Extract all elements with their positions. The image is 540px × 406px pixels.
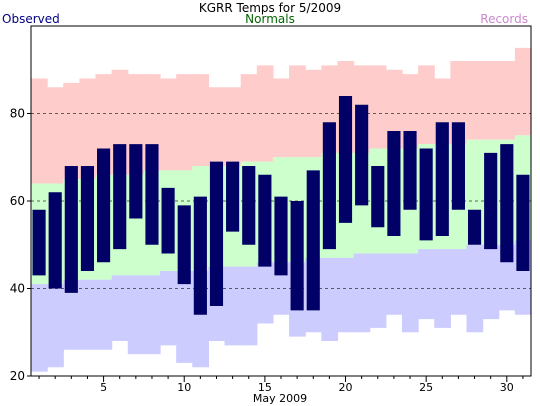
legend-normals: Normals xyxy=(245,12,295,26)
record-high-band xyxy=(514,47,532,136)
observed-bar xyxy=(338,96,353,223)
observed-bar xyxy=(113,144,127,250)
observed-bar xyxy=(32,209,46,276)
observed-bar xyxy=(242,166,256,245)
x-axis-label: May 2009 xyxy=(253,392,307,405)
record-low-band xyxy=(31,284,48,372)
record-high-band xyxy=(208,87,226,166)
observed-bar xyxy=(435,122,449,236)
observed-bar xyxy=(290,201,304,311)
legend-records: Records xyxy=(480,12,528,26)
record-low-band xyxy=(111,275,129,341)
observed-bar xyxy=(274,196,288,276)
observed-bar xyxy=(97,148,111,263)
x-tick-label: 25 xyxy=(419,381,433,394)
record-low-band xyxy=(434,249,451,328)
record-low-band xyxy=(143,275,161,355)
observed-bar xyxy=(306,170,320,311)
record-low-band xyxy=(353,253,371,333)
record-low-band xyxy=(401,253,419,333)
observed-bar xyxy=(48,192,62,289)
observed-bar xyxy=(177,205,191,285)
record-low-band xyxy=(240,266,258,346)
y-tick-label: 40 xyxy=(10,282,25,296)
legend-observed: Observed xyxy=(2,12,60,26)
record-low-band xyxy=(176,271,193,363)
record-high-band xyxy=(47,87,64,184)
observed-bar xyxy=(403,131,417,210)
observed-bar xyxy=(161,187,175,254)
record-low-band xyxy=(47,284,64,368)
record-low-band xyxy=(450,249,468,315)
record-low-band xyxy=(256,262,274,324)
record-low-band xyxy=(127,275,145,355)
record-low-band xyxy=(418,249,435,320)
record-high-band xyxy=(385,69,403,149)
observed-bar xyxy=(516,174,530,271)
record-high-band xyxy=(240,74,258,162)
record-high-band xyxy=(289,65,306,158)
y-tick-label: 80 xyxy=(10,107,25,121)
y-tick-label: 20 xyxy=(10,369,25,383)
observed-bar xyxy=(451,122,465,210)
record-high-band xyxy=(176,74,193,171)
observed-bar xyxy=(145,144,159,245)
observed-bar xyxy=(258,174,272,267)
record-high-band xyxy=(272,78,290,158)
observed-bar xyxy=(64,166,78,293)
x-tick-label: 20 xyxy=(339,381,353,394)
record-low-band xyxy=(337,257,355,333)
record-high-band xyxy=(224,87,242,166)
observed-bar xyxy=(500,144,514,263)
observed-bar xyxy=(209,161,224,306)
record-low-band xyxy=(160,271,177,346)
axes: 20 40 60 80 5 10 15 20 25 30 xyxy=(10,25,532,394)
record-high-band xyxy=(482,61,500,140)
observed-bar xyxy=(322,122,336,250)
observed-bar xyxy=(419,148,433,241)
record-low-band xyxy=(385,253,403,315)
x-tick-label: 5 xyxy=(100,381,107,394)
record-low-band xyxy=(224,266,242,346)
observed-bar xyxy=(129,144,143,219)
record-high-band xyxy=(498,61,516,140)
record-low-band xyxy=(482,244,500,320)
x-tick-label: 10 xyxy=(177,381,191,394)
x-tick-label: 15 xyxy=(258,381,272,394)
record-low-band xyxy=(466,244,484,333)
observed-bar xyxy=(80,166,95,271)
record-high-band xyxy=(192,74,210,166)
x-tick-label: 30 xyxy=(500,381,514,394)
record-low-band xyxy=(321,257,339,341)
record-low-band xyxy=(63,279,80,350)
observed-bar xyxy=(355,104,369,206)
observed-bar xyxy=(226,161,240,232)
record-low-band xyxy=(369,253,387,328)
observed-bar xyxy=(371,166,385,228)
observed-bar xyxy=(484,152,498,250)
record-high-band xyxy=(63,82,80,180)
chart-title: KGRR Temps for 5/2009 xyxy=(199,1,341,15)
record-high-band xyxy=(401,74,419,149)
observed-bar xyxy=(193,196,207,315)
plot-area xyxy=(31,47,532,372)
record-high-band xyxy=(466,61,484,140)
record-high-band xyxy=(79,78,97,180)
record-high-band xyxy=(369,65,387,149)
observed-bar xyxy=(387,131,401,236)
record-low-band xyxy=(95,279,113,350)
observed-bar xyxy=(467,209,482,245)
record-high-band xyxy=(160,78,177,171)
record-high-band xyxy=(418,65,435,145)
record-low-band xyxy=(79,279,97,350)
y-tick-label: 60 xyxy=(10,194,25,208)
record-high-band xyxy=(31,78,48,184)
